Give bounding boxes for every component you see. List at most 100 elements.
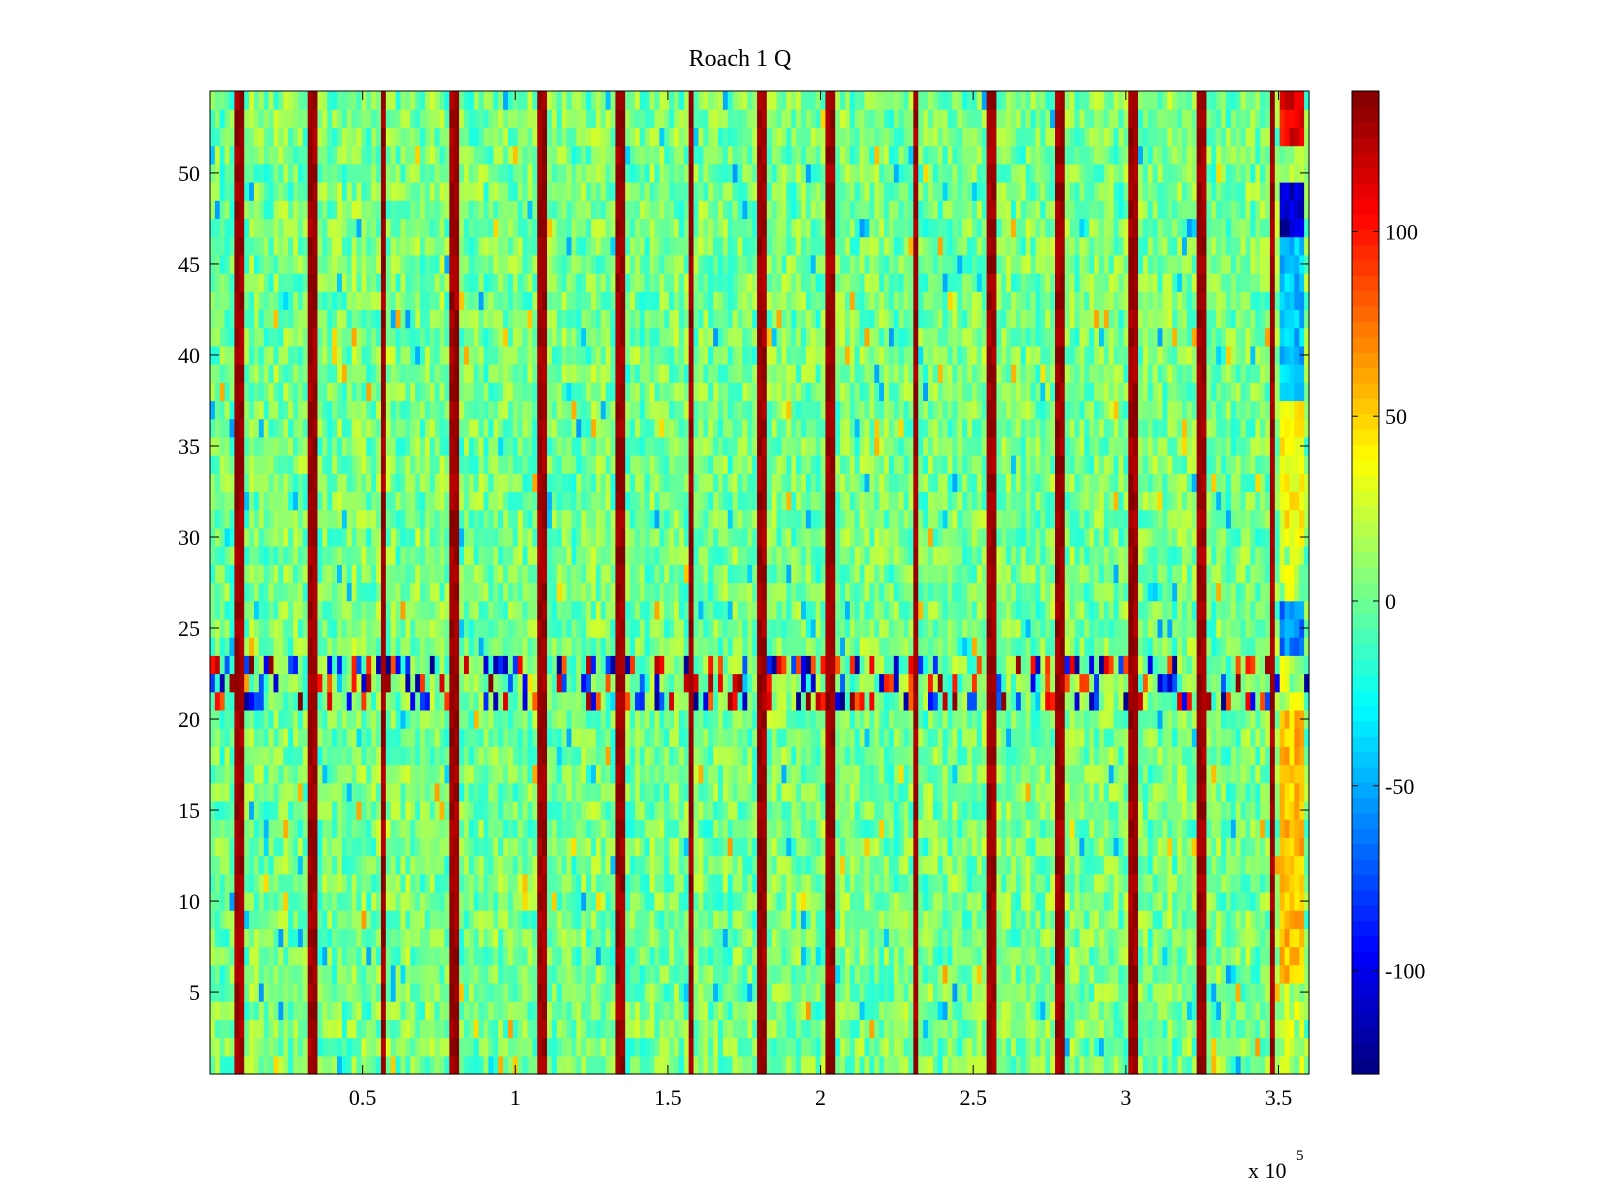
heatmap-cell (415, 782, 421, 802)
heatmap-cell (429, 163, 436, 183)
heatmap-cell (449, 546, 455, 565)
heatmap-cell (302, 709, 309, 729)
heatmap-cell (420, 436, 426, 456)
heatmap-cell (659, 800, 665, 820)
heatmap-cell (488, 509, 494, 529)
heatmap-cell (556, 655, 563, 675)
heatmap-cell (429, 837, 436, 857)
heatmap-cell (468, 564, 475, 584)
heatmap-cell (498, 327, 504, 347)
heatmap-cell (410, 564, 416, 584)
heatmap-cell (634, 91, 641, 110)
heatmap-cell (649, 109, 656, 128)
heatmap-cell (239, 327, 245, 347)
heatmap-cell (278, 236, 284, 256)
heatmap-cell (420, 873, 426, 893)
heatmap-cell (283, 91, 289, 110)
heatmap-cell (542, 618, 548, 638)
heatmap-cell (385, 418, 392, 438)
heatmap-cell (361, 982, 367, 1002)
heatmap-cell (380, 837, 387, 857)
heatmap-cell (581, 691, 587, 711)
heatmap-cell (547, 291, 553, 311)
heatmap-cell (268, 473, 275, 493)
heatmap-cell (547, 455, 553, 474)
heatmap-cell (385, 400, 392, 420)
heatmap-cell (586, 946, 592, 966)
heatmap-cell (566, 509, 573, 529)
heatmap-cell (258, 746, 265, 766)
heatmap-cell (268, 254, 275, 274)
heatmap-cell (351, 254, 358, 274)
heatmap-cell (224, 455, 231, 474)
heatmap-cell (405, 273, 411, 292)
heatmap-cell (258, 691, 265, 711)
heatmap-cell (297, 291, 304, 311)
heatmap-cell (522, 509, 529, 529)
heatmap-cell (424, 273, 431, 292)
heatmap-cell (610, 327, 616, 347)
heatmap-cell (634, 873, 641, 893)
heatmap-cell (258, 491, 265, 511)
heatmap-cell (253, 564, 260, 584)
heatmap-cell (561, 891, 568, 911)
heatmap-cell (219, 473, 226, 493)
heatmap-cell (512, 837, 519, 857)
heatmap-cell (210, 327, 216, 347)
heatmap-cell (586, 819, 592, 838)
heatmap-cell (361, 291, 367, 311)
heatmap-cell (410, 345, 416, 365)
heatmap-cell (278, 837, 284, 857)
heatmap-cell (473, 364, 480, 383)
heatmap-cell (459, 418, 465, 438)
heatmap-cell (420, 254, 426, 274)
heatmap-cell (380, 400, 387, 420)
heatmap-cell (420, 618, 426, 638)
heatmap-cell (449, 764, 455, 784)
heatmap-cell (239, 800, 245, 820)
heatmap-cell (288, 782, 294, 802)
heatmap-cell (366, 964, 372, 984)
heatmap-cell (615, 946, 621, 966)
heatmap-cell (483, 946, 490, 966)
heatmap-cell (302, 618, 309, 638)
heatmap-cell (639, 418, 646, 438)
heatmap-cell (366, 819, 372, 838)
heatmap-cell (625, 527, 631, 547)
heatmap-cell (463, 200, 470, 220)
heatmap-cell (507, 327, 514, 347)
heatmap-cell (249, 600, 255, 620)
heatmap-cell (322, 764, 328, 784)
heatmap-cell (268, 1019, 275, 1039)
heatmap-cell (390, 982, 397, 1002)
heatmap-cell (395, 491, 402, 511)
heatmap-cell (595, 855, 602, 875)
heatmap-cell (312, 637, 319, 656)
heatmap-cell (434, 1001, 441, 1020)
heatmap-cell (478, 782, 485, 802)
heatmap-cell (307, 837, 314, 857)
heatmap-cell (341, 182, 348, 201)
heatmap-cell (268, 764, 275, 784)
heatmap-cell (644, 891, 651, 911)
heatmap-cell (620, 746, 626, 766)
heatmap-cell (249, 109, 255, 128)
heatmap-cell (302, 145, 309, 165)
heatmap-cell (234, 673, 240, 693)
heatmap-cell (376, 910, 382, 929)
heatmap-cell (210, 109, 216, 128)
heatmap-cell (341, 546, 348, 565)
heatmap-cell (332, 382, 338, 402)
heatmap-cell (493, 709, 499, 729)
heatmap-cell (244, 600, 250, 620)
heatmap-cell (610, 691, 616, 711)
heatmap-cell (293, 236, 299, 256)
heatmap-cell (551, 764, 558, 784)
heatmap-cell (390, 691, 397, 711)
heatmap-cell (473, 273, 480, 292)
heatmap-cell (337, 637, 343, 656)
heatmap-cell (268, 564, 275, 584)
heatmap-cell (288, 327, 294, 347)
heatmap-cell (498, 455, 504, 474)
